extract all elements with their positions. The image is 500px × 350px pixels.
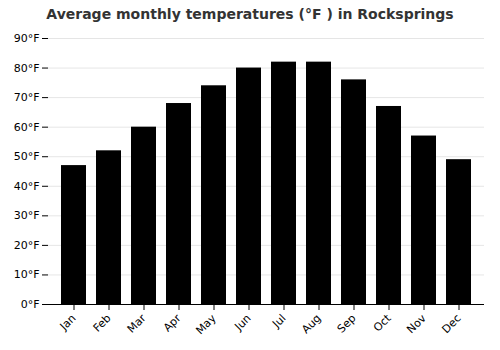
svg-text:20°F: 20°F — [14, 239, 40, 252]
svg-text:Aug: Aug — [299, 312, 323, 336]
svg-text:80°F: 80°F — [14, 62, 40, 75]
svg-text:60°F: 60°F — [14, 121, 40, 134]
svg-text:0°F: 0°F — [21, 298, 40, 311]
svg-text:70°F: 70°F — [14, 91, 40, 104]
svg-text:Sep: Sep — [335, 312, 359, 336]
svg-text:90°F: 90°F — [14, 32, 40, 45]
svg-text:Mar: Mar — [125, 311, 149, 335]
svg-text:Jun: Jun — [232, 312, 254, 334]
svg-text:Jul: Jul — [269, 312, 288, 331]
svg-text:40°F: 40°F — [14, 180, 40, 193]
svg-text:30°F: 30°F — [14, 209, 40, 222]
svg-text:50°F: 50°F — [14, 150, 40, 163]
svg-text:10°F: 10°F — [14, 268, 40, 281]
svg-text:Oct: Oct — [371, 311, 394, 334]
html-text:Average monthly temperatures (: Average monthly temperatures (°F ) in Ro… — [46, 6, 454, 22]
svg-text:Jan: Jan — [57, 312, 79, 334]
svg-text:Nov: Nov — [404, 311, 429, 336]
svg-text:May: May — [193, 311, 219, 337]
svg-text:Apr: Apr — [161, 311, 184, 334]
svg-text:Dec: Dec — [439, 312, 463, 336]
svg-text:Feb: Feb — [91, 312, 114, 335]
